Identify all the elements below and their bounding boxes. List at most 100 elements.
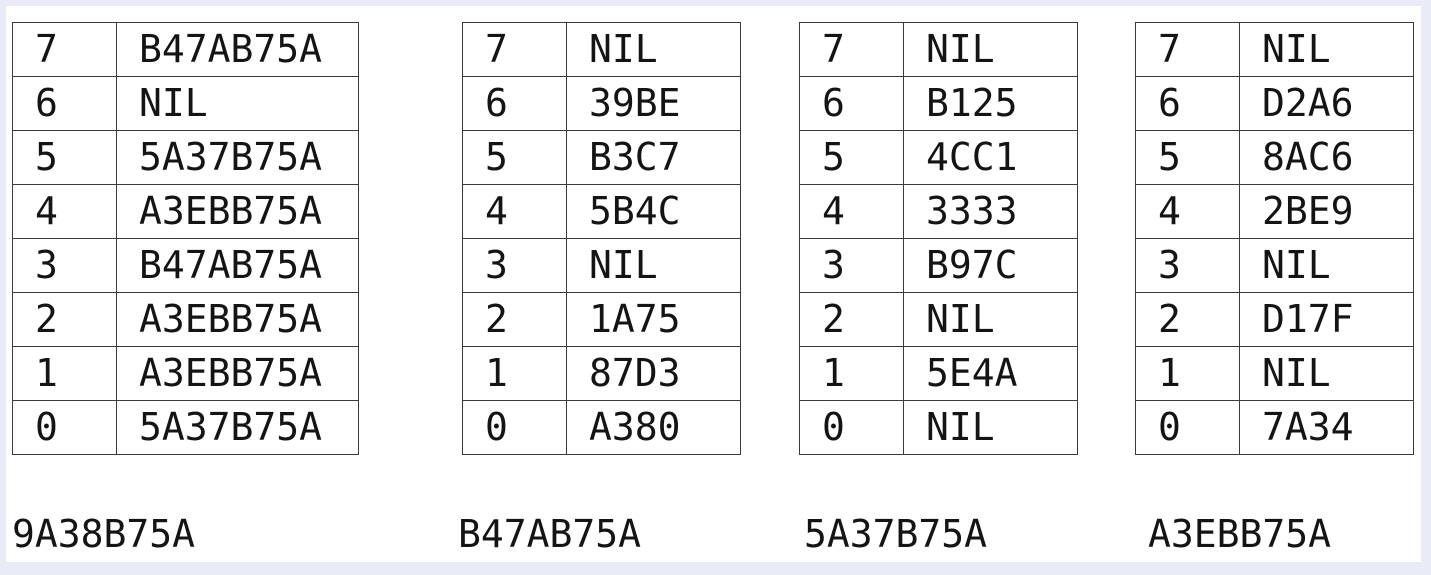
row-index: 0 xyxy=(1135,400,1240,455)
row-value: A3EBB75A xyxy=(116,346,359,401)
row-index: 4 xyxy=(462,184,567,239)
row-value: NIL xyxy=(903,22,1078,77)
table-row: 6 B125 xyxy=(799,76,1078,131)
table-row: 3 NIL xyxy=(462,238,741,293)
table-row: 0 5A37B75A xyxy=(12,400,359,455)
row-index: 6 xyxy=(799,76,904,131)
row-index: 7 xyxy=(12,22,117,77)
row-value: 5A37B75A xyxy=(116,130,359,185)
row-index: 0 xyxy=(799,400,904,455)
row-index: 5 xyxy=(462,130,567,185)
row-value: 8AC6 xyxy=(1239,130,1414,185)
table-block-3: 7 NIL 6 B125 5 4CC1 4 3333 3 B97C 2 NIL 1 5E4A … xyxy=(799,22,1078,455)
table-row: 6 D2A6 xyxy=(1135,76,1414,131)
row-index: 2 xyxy=(12,292,117,347)
row-value: 3333 xyxy=(903,184,1078,239)
row-index: 0 xyxy=(12,400,117,455)
row-index: 4 xyxy=(12,184,117,239)
table-caption-1: 9A38B75A xyxy=(12,512,196,556)
row-index: 2 xyxy=(1135,292,1240,347)
row-index: 4 xyxy=(799,184,904,239)
row-index: 7 xyxy=(799,22,904,77)
table-row: 0 7A34 xyxy=(1135,400,1414,455)
table-row: 2 NIL xyxy=(799,292,1078,347)
row-value: NIL xyxy=(116,76,359,131)
table-row: 5 5A37B75A xyxy=(12,130,359,185)
table-row: 2 A3EBB75A xyxy=(12,292,359,347)
row-value: 39BE xyxy=(566,76,741,131)
row-index: 1 xyxy=(462,346,567,401)
table-caption-4: A3EBB75A xyxy=(1148,512,1332,556)
table-caption-2: B47AB75A xyxy=(458,512,642,556)
row-value: 5A37B75A xyxy=(116,400,359,455)
row-value: B3C7 xyxy=(566,130,741,185)
table-row: 4 3333 xyxy=(799,184,1078,239)
hash-table-4: 7 NIL 6 D2A6 5 8AC6 4 2BE9 3 NIL 2 D17F 1 NIL 0… xyxy=(1135,22,1414,455)
row-index: 2 xyxy=(462,292,567,347)
row-value: D17F xyxy=(1239,292,1414,347)
row-value: 5B4C xyxy=(566,184,741,239)
row-value: B47AB75A xyxy=(116,22,359,77)
row-value: 1A75 xyxy=(566,292,741,347)
table-row: 5 B3C7 xyxy=(462,130,741,185)
row-index: 3 xyxy=(799,238,904,293)
row-index: 5 xyxy=(12,130,117,185)
table-row: 7 NIL xyxy=(799,22,1078,77)
row-value: 4CC1 xyxy=(903,130,1078,185)
table-row: 5 4CC1 xyxy=(799,130,1078,185)
table-row: 7 NIL xyxy=(462,22,741,77)
row-index: 1 xyxy=(799,346,904,401)
row-index: 2 xyxy=(799,292,904,347)
row-value: NIL xyxy=(903,292,1078,347)
table-row: 1 87D3 xyxy=(462,346,741,401)
row-value: NIL xyxy=(1239,22,1414,77)
table-row: 7 NIL xyxy=(1135,22,1414,77)
table-row: 4 5B4C xyxy=(462,184,741,239)
row-index: 4 xyxy=(1135,184,1240,239)
table-row: 1 NIL xyxy=(1135,346,1414,401)
table-row: 2 D17F xyxy=(1135,292,1414,347)
row-value: A380 xyxy=(566,400,741,455)
row-value: 5E4A xyxy=(903,346,1078,401)
row-value: A3EBB75A xyxy=(116,292,359,347)
table-row: 3 B47AB75A xyxy=(12,238,359,293)
row-value: A3EBB75A xyxy=(116,184,359,239)
row-index: 3 xyxy=(12,238,117,293)
table-row: 4 2BE9 xyxy=(1135,184,1414,239)
row-index: 1 xyxy=(1135,346,1240,401)
row-index: 6 xyxy=(462,76,567,131)
table-row: 6 NIL xyxy=(12,76,359,131)
row-index: 5 xyxy=(799,130,904,185)
table-row: 0 A380 xyxy=(462,400,741,455)
row-value: NIL xyxy=(566,238,741,293)
row-value: B47AB75A xyxy=(116,238,359,293)
row-index: 0 xyxy=(462,400,567,455)
table-row: 1 5E4A xyxy=(799,346,1078,401)
row-index: 6 xyxy=(1135,76,1240,131)
table-row: 5 8AC6 xyxy=(1135,130,1414,185)
row-index: 7 xyxy=(462,22,567,77)
table-row: 4 A3EBB75A xyxy=(12,184,359,239)
hash-table-3: 7 NIL 6 B125 5 4CC1 4 3333 3 B97C 2 NIL 1 5E4A … xyxy=(799,22,1078,455)
row-index: 6 xyxy=(12,76,117,131)
row-index: 7 xyxy=(1135,22,1240,77)
row-index: 1 xyxy=(12,346,117,401)
table-row: 3 B97C xyxy=(799,238,1078,293)
table-caption-3: 5A37B75A xyxy=(804,512,988,556)
row-value: D2A6 xyxy=(1239,76,1414,131)
hash-table-1: 7 B47AB75A 6 NIL 5 5A37B75A 4 A3EBB75A 3 B47A… xyxy=(12,22,359,455)
row-value: NIL xyxy=(1239,346,1414,401)
row-index: 3 xyxy=(1135,238,1240,293)
row-value: 7A34 xyxy=(1239,400,1414,455)
table-block-1: 7 B47AB75A 6 NIL 5 5A37B75A 4 A3EBB75A 3 B47A… xyxy=(12,22,359,455)
row-value: 87D3 xyxy=(566,346,741,401)
row-value: NIL xyxy=(1239,238,1414,293)
row-value: 2BE9 xyxy=(1239,184,1414,239)
row-value: B97C xyxy=(903,238,1078,293)
table-block-2: 7 NIL 6 39BE 5 B3C7 4 5B4C 3 NIL 2 1A75 1 87D3 … xyxy=(462,22,741,455)
table-row: 2 1A75 xyxy=(462,292,741,347)
hash-table-2: 7 NIL 6 39BE 5 B3C7 4 5B4C 3 NIL 2 1A75 1 87D3 … xyxy=(462,22,741,455)
table-block-4: 7 NIL 6 D2A6 5 8AC6 4 2BE9 3 NIL 2 D17F 1 NIL 0… xyxy=(1135,22,1414,455)
row-index: 3 xyxy=(462,238,567,293)
row-index: 5 xyxy=(1135,130,1240,185)
